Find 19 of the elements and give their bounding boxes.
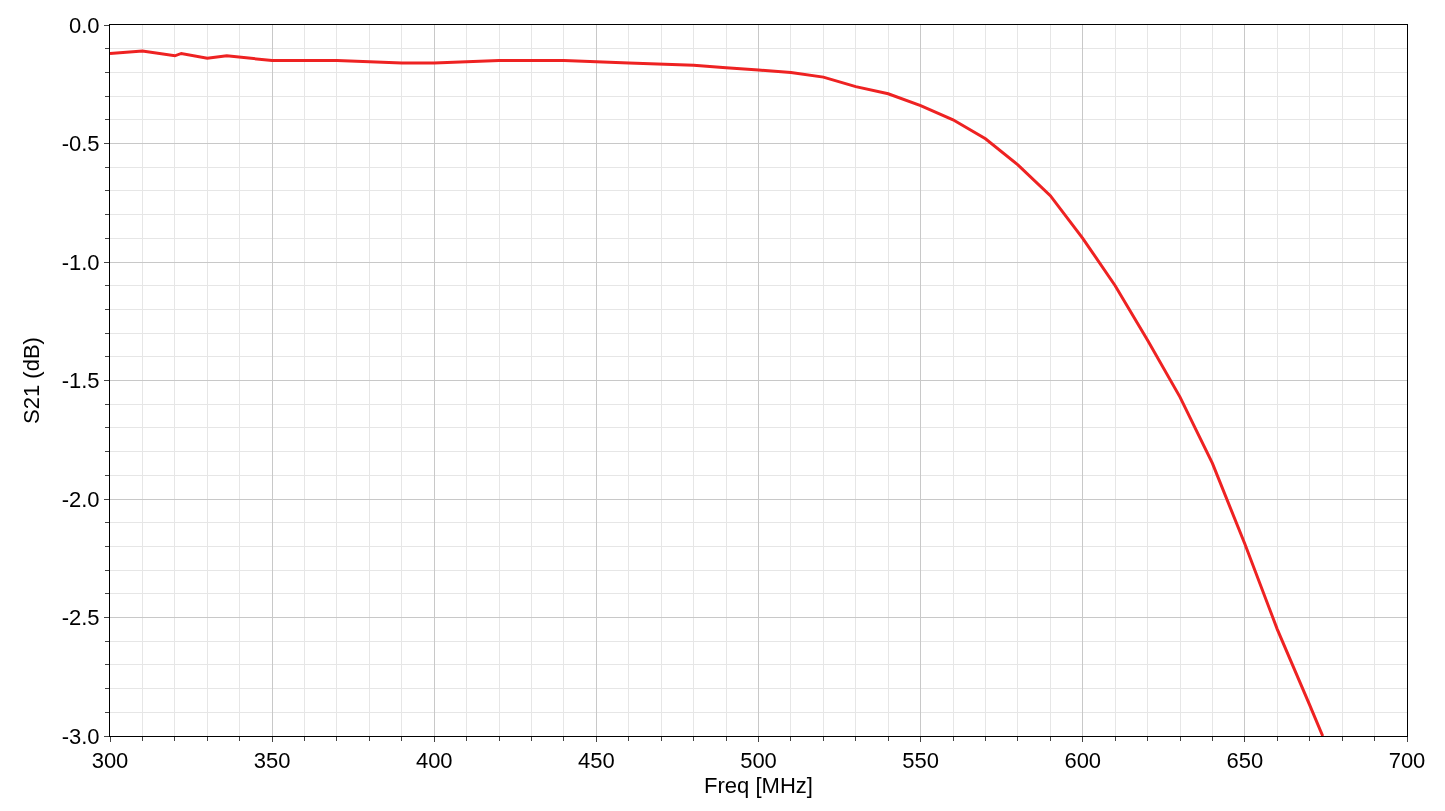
y-tick-label: -2.5: [61, 605, 100, 631]
y-tick-label: -3.0: [61, 723, 100, 749]
x-tick-label: 550: [902, 748, 939, 774]
x-tick-label: 500: [740, 748, 777, 774]
line-series: [110, 49, 1325, 736]
y-tick-label: 0.0: [69, 12, 100, 38]
x-tick-label: 300: [91, 748, 129, 774]
x-axis-title: Freq [MHz]: [704, 773, 813, 799]
x-tick-label: 700: [1388, 748, 1426, 774]
y-axis-title: S21 (dB): [19, 337, 45, 424]
x-tick-label: 400: [415, 748, 453, 774]
y-tick-label: -1.0: [61, 249, 100, 275]
x-tick-label: 350: [253, 748, 291, 774]
y-tick-label: -0.5: [61, 131, 100, 157]
y-tick-label: -1.5: [61, 368, 100, 394]
x-tick-label: 650: [1226, 748, 1264, 774]
y-tick-label: -2.0: [61, 486, 100, 512]
x-tick-label: 600: [1064, 748, 1102, 774]
x-tick-label: 450: [578, 748, 615, 774]
